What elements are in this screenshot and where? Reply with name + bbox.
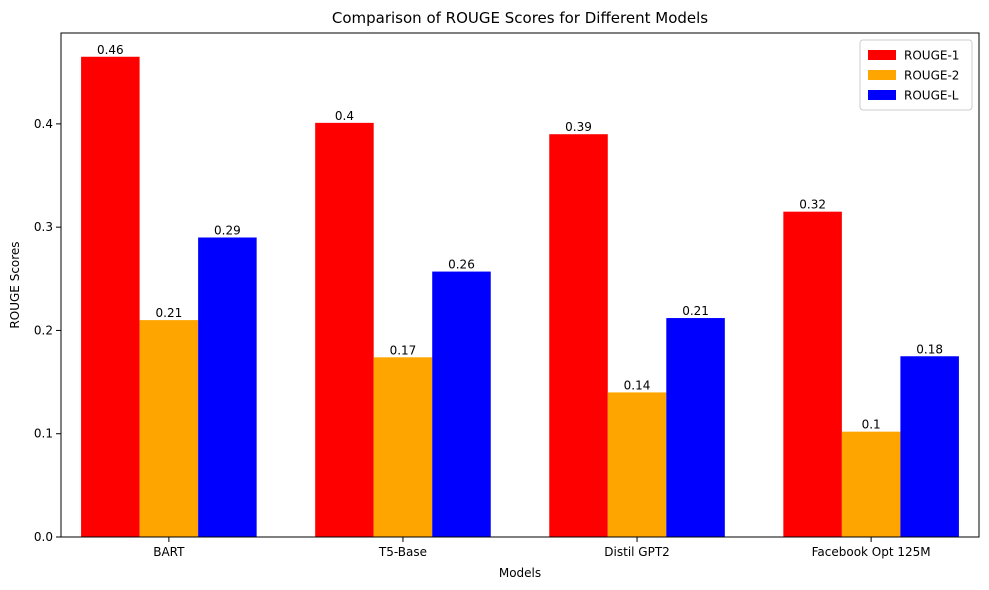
data-label: 0.14 [624, 378, 651, 392]
bar-rouge-2-t5-base [373, 357, 433, 537]
y-tick-label: 0.4 [34, 117, 53, 131]
bar-rouge-l-t5-base [432, 271, 491, 537]
bar-rouge-2-distil-gpt2 [607, 392, 667, 537]
bars-group [81, 56, 959, 538]
y-tick-label: 0.2 [34, 323, 53, 337]
x-tick-label: T5-Base [378, 545, 427, 559]
legend-label: ROUGE-1 [904, 49, 959, 63]
data-label: 0.32 [799, 198, 826, 212]
legend: ROUGE-1 ROUGE-2 ROUGE-L [859, 39, 973, 111]
chart-title: Comparison of ROUGE Scores for Different… [332, 9, 708, 27]
x-tick-label: Distil GPT2 [604, 545, 670, 559]
data-label: 0.4 [335, 109, 354, 123]
bar-rouge-1-t5-base [315, 122, 374, 537]
legend-swatch [868, 90, 896, 100]
bar-rouge-l-distil-gpt2 [666, 318, 725, 537]
data-label: 0.26 [448, 258, 475, 272]
x-axis-label: Models [499, 566, 541, 580]
bar-rouge-1-distil-gpt2 [549, 134, 608, 537]
y-axis: 0.0 0.1 0.2 0.3 0.4 [34, 117, 61, 544]
legend-label: ROUGE-L [904, 89, 959, 103]
data-label: 0.39 [565, 120, 592, 134]
bar-rouge-l-facebook-opt-125m [900, 356, 959, 537]
bar-rouge-2-facebook-opt-125m [841, 431, 901, 537]
data-label: 0.29 [214, 223, 241, 237]
y-tick-label: 0.1 [34, 427, 53, 441]
legend-label: ROUGE-2 [904, 69, 959, 83]
plot-frame [60, 32, 980, 538]
y-tick-label: 0.0 [34, 530, 53, 544]
bar-rouge-1-bart [81, 56, 140, 538]
data-label: 0.46 [97, 43, 124, 57]
data-labels-group: 0.46 0.21 0.29 0.4 0.17 0.26 0.39 0.14 0.21 0.32 0… [97, 43, 943, 432]
x-tick-label: BART [153, 545, 185, 559]
data-label: 0.21 [156, 306, 183, 320]
legend-swatch [868, 50, 896, 60]
bar-rouge-2-bart [139, 320, 199, 537]
y-axis-label: ROUGE Scores [8, 241, 22, 328]
y-tick-label: 0.3 [34, 220, 53, 234]
data-label: 0.18 [916, 342, 943, 356]
bar-rouge-1-facebook-opt-125m [783, 211, 842, 538]
data-label: 0.17 [390, 343, 417, 357]
data-label: 0.21 [682, 304, 709, 318]
data-label: 0.1 [862, 418, 881, 432]
bar-rouge-l-bart [198, 237, 257, 537]
x-tick-label: Facebook Opt 125M [812, 545, 931, 559]
x-axis: BART T5-Base Distil GPT2 Facebook Opt 125M [153, 537, 931, 559]
legend-swatch [868, 70, 896, 80]
